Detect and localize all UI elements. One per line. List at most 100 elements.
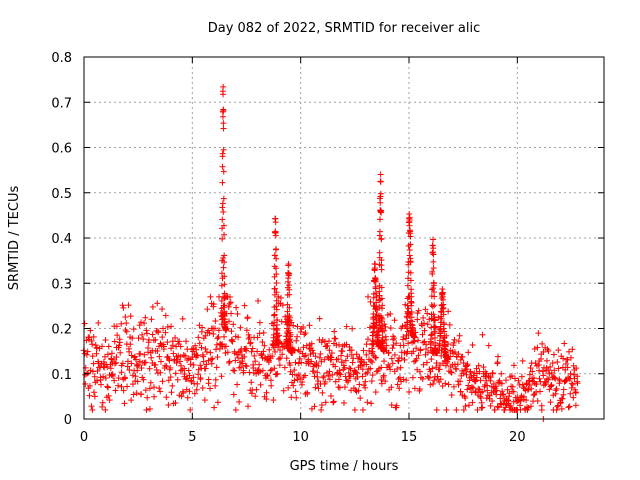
- data-point: [219, 200, 226, 207]
- data-point: [226, 318, 233, 325]
- data-point: [212, 346, 219, 353]
- data-point: [267, 367, 274, 374]
- data-point: [275, 356, 282, 363]
- data-point: [561, 340, 568, 347]
- data-point: [469, 399, 476, 406]
- data-point: [142, 359, 149, 366]
- data-point: [367, 365, 374, 372]
- data-point: [195, 334, 202, 341]
- data-point: [285, 261, 292, 268]
- data-point: [255, 369, 262, 376]
- data-point: [102, 337, 109, 344]
- data-point: [431, 316, 438, 323]
- data-point: [147, 379, 154, 386]
- data-point: [422, 306, 429, 313]
- data-point: [286, 291, 293, 298]
- data-point: [369, 340, 376, 347]
- data-point: [272, 265, 279, 272]
- data-point: [319, 389, 326, 396]
- data-point: [229, 338, 236, 345]
- data-point: [191, 390, 198, 397]
- data-point: [377, 171, 384, 178]
- data-point: [390, 336, 397, 343]
- data-point: [362, 384, 369, 391]
- data-point: [372, 290, 379, 297]
- data-point: [179, 315, 186, 322]
- data-point: [185, 367, 192, 374]
- data-point: [554, 403, 561, 410]
- data-point: [338, 359, 345, 366]
- data-point: [180, 389, 187, 396]
- data-point: [118, 369, 125, 376]
- data-point: [363, 351, 370, 358]
- data-point: [457, 378, 464, 385]
- data-point: [195, 371, 202, 378]
- data-point: [372, 389, 379, 396]
- data-point: [524, 386, 531, 393]
- data-point: [219, 216, 226, 223]
- data-point: [404, 282, 411, 289]
- data-point: [551, 374, 558, 381]
- data-point: [293, 394, 300, 401]
- data-point: [184, 394, 191, 401]
- data-point: [134, 378, 141, 385]
- data-point: [393, 402, 400, 409]
- data-point: [270, 397, 277, 404]
- data-point: [403, 377, 410, 384]
- data-point: [276, 362, 283, 369]
- data-point: [451, 349, 458, 356]
- data-point: [381, 348, 388, 355]
- y-tick-labels: 0 0.1 0.2 0.3 0.4 0.5 0.6 0.7 0.8: [51, 51, 72, 428]
- data-point: [555, 347, 562, 354]
- data-point: [123, 320, 130, 327]
- data-point: [376, 304, 383, 311]
- data-point: [168, 345, 175, 352]
- data-point: [574, 380, 581, 387]
- data-point: [154, 347, 161, 354]
- data-point: [508, 406, 515, 413]
- data-point: [227, 299, 234, 306]
- data-point: [221, 302, 228, 309]
- data-point: [348, 347, 355, 354]
- data-point: [562, 360, 569, 367]
- data-point: [373, 293, 380, 300]
- data-point: [259, 367, 266, 374]
- data-point: [479, 388, 486, 395]
- data-point: [286, 304, 293, 311]
- data-point: [193, 352, 200, 359]
- data-point: [138, 391, 145, 398]
- data-point: [197, 374, 204, 381]
- data-point: [382, 378, 389, 385]
- data-point: [221, 281, 228, 288]
- data-point: [277, 355, 284, 362]
- data-point: [155, 329, 162, 336]
- data-point: [273, 289, 280, 296]
- data-point: [413, 355, 420, 362]
- data-point: [323, 369, 330, 376]
- data-point: [377, 216, 384, 223]
- data-point: [553, 406, 560, 413]
- data-point: [441, 342, 448, 349]
- data-point: [436, 362, 443, 369]
- data-point: [289, 371, 296, 378]
- data-point: [129, 372, 136, 379]
- data-point: [369, 372, 376, 379]
- data-point: [82, 380, 89, 387]
- data-point: [326, 368, 333, 375]
- data-point: [441, 321, 448, 328]
- data-point: [292, 359, 299, 366]
- data-point: [88, 403, 95, 410]
- data-point: [442, 362, 449, 369]
- data-point: [212, 376, 219, 383]
- data-point: [433, 360, 440, 367]
- data-point: [221, 295, 228, 302]
- data-point: [278, 318, 285, 325]
- data-point: [91, 393, 98, 400]
- data-point: [565, 404, 572, 411]
- data-point: [190, 374, 197, 381]
- data-point: [566, 403, 573, 410]
- data-point: [464, 361, 471, 368]
- data-point: [236, 398, 243, 405]
- data-point: [364, 369, 371, 376]
- data-point: [352, 369, 359, 376]
